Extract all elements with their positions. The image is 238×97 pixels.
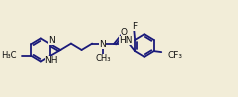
Text: F: F (132, 22, 137, 31)
Text: CH₃: CH₃ (95, 54, 111, 63)
Text: O: O (121, 28, 128, 37)
Text: H₃C: H₃C (1, 51, 17, 60)
Text: HN: HN (119, 36, 133, 45)
Text: N: N (99, 40, 106, 49)
Text: NH: NH (45, 56, 58, 65)
Text: N: N (48, 36, 55, 45)
Text: CF₃: CF₃ (168, 51, 183, 60)
